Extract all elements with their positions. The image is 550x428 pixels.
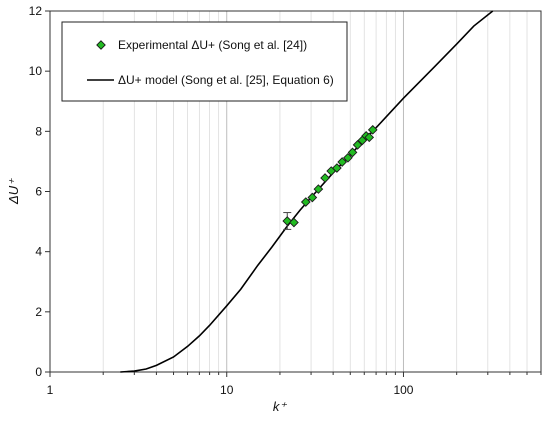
y-tick-label: 10 [29,64,43,78]
x-tick-label: 100 [393,383,413,397]
legend-box [61,21,348,102]
data-point [367,124,378,135]
model-line [120,10,494,373]
data-point [282,216,293,226]
data-point [300,197,311,207]
data-point [347,147,358,158]
x-tick-label: 10 [220,383,234,397]
y-axis-title: ΔU⁺ [6,178,21,205]
data-point [289,217,299,228]
data-point [352,140,363,150]
y-tick-label: 0 [35,365,42,379]
legend-label-experimental: Experimental ΔU+ (Song et al. [24]) [118,38,307,52]
data-point [332,163,342,173]
data-point [343,152,353,163]
legend-marker-experimental [96,40,106,50]
data-point [313,184,324,194]
x-axis-title: k⁺ [273,399,288,414]
y-tick-label: 4 [35,245,42,259]
data-point [337,157,348,167]
y-tick-label: 6 [35,185,42,199]
y-tick-label: 2 [35,305,42,319]
x-ticks [49,372,542,377]
data-point [320,173,330,183]
y-tick-label: 8 [35,124,42,138]
data-point [364,132,375,143]
experimental-points [282,124,378,230]
legend-label-model: ΔU+ model (Song et al. [25], Equation 6) [118,73,334,87]
legend: Experimental ΔU+ (Song et al. [24]) ΔU+ m… [61,21,348,102]
data-point [307,192,318,203]
y-tick-label: 12 [29,4,43,18]
x-tick-label: 1 [47,383,54,397]
